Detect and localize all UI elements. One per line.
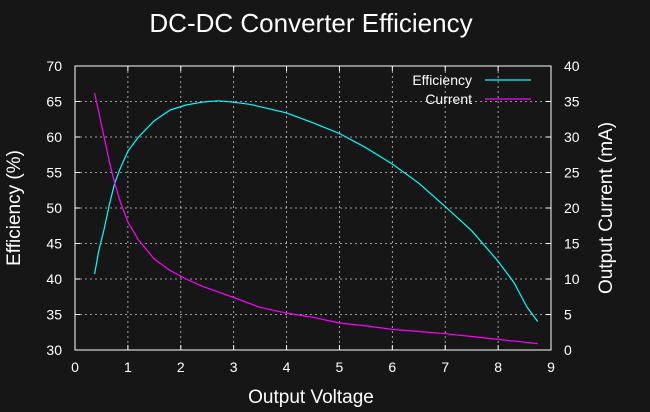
y-tick-label: 45 — [46, 236, 62, 252]
y-tick-label: 40 — [46, 271, 62, 287]
x-tick-label: 1 — [124, 359, 132, 375]
axis-ticks: 0 1 2 3 4 5 6 7 8 9303540455055606570051015202530… — [46, 58, 579, 375]
y-tick-label: 65 — [46, 94, 62, 110]
series-line-current — [94, 92, 538, 345]
y2-tick-label: 25 — [564, 165, 580, 181]
y-tick-label: 35 — [46, 307, 62, 323]
legend-label-efficiency: Efficiency — [412, 72, 472, 88]
y2-tick-label: 30 — [564, 129, 580, 145]
y2-axis-label: Output Current (mA) — [596, 122, 617, 294]
y-tick-label: 60 — [46, 129, 62, 145]
y-tick-label: 70 — [46, 58, 62, 74]
legend: Efficiency Current — [412, 72, 531, 107]
y2-tick-label: 35 — [564, 94, 580, 110]
y-axis-label: Efficiency (%) — [4, 150, 25, 266]
x-tick-label: 4 — [283, 359, 291, 375]
x-tick-label: 5 — [336, 359, 344, 375]
x-tick-label: 8 — [494, 359, 502, 375]
y2-tick-label: 5 — [564, 307, 572, 323]
x-tick-label: 3 — [230, 359, 238, 375]
y2-tick-label: 0 — [564, 342, 572, 358]
grid — [75, 66, 551, 350]
x-tick-label: 6 — [388, 359, 396, 375]
x-tick-label: 7 — [441, 359, 449, 375]
x-axis-label: Output Voltage — [248, 387, 374, 408]
x-tick-label: 2 — [177, 359, 185, 375]
y2-tick-label: 15 — [564, 236, 580, 252]
x-tick-label: 9 — [547, 359, 555, 375]
y2-tick-label: 10 — [564, 271, 580, 287]
y2-tick-label: 20 — [564, 200, 580, 216]
y-tick-label: 30 — [46, 342, 62, 358]
x-tick-label: 0 — [71, 359, 79, 375]
series-line-efficiency — [94, 100, 539, 322]
chart-title: DC-DC Converter Efficiency — [149, 8, 472, 38]
y2-tick-label: 40 — [564, 58, 580, 74]
legend-label-current: Current — [425, 91, 472, 107]
series-lines — [94, 92, 539, 345]
y-tick-label: 55 — [46, 165, 62, 181]
y-tick-label: 50 — [46, 200, 62, 216]
